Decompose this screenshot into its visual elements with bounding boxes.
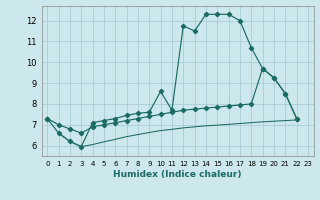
X-axis label: Humidex (Indice chaleur): Humidex (Indice chaleur) <box>113 170 242 179</box>
